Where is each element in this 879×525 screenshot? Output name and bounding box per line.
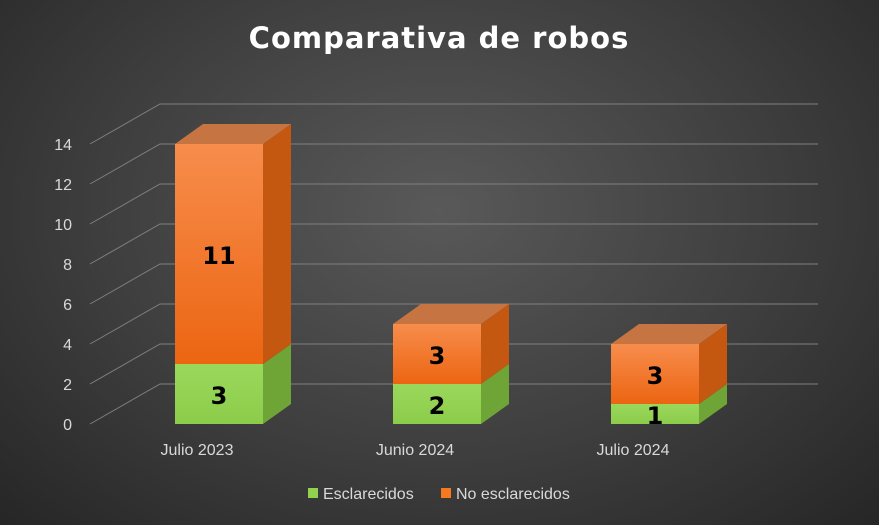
bar-front-face <box>393 384 481 424</box>
gridlines <box>89 103 818 425</box>
bar-side-face <box>263 124 291 364</box>
legend-label-esclarecidos: Esclarecidos <box>323 486 414 503</box>
gridline <box>89 223 818 265</box>
gridline <box>89 183 818 225</box>
x-axis-labels: Julio 2023 Junio 2024 Julio 2024 <box>161 442 670 459</box>
x-tick-label: Julio 2023 <box>161 442 234 459</box>
bar-no-esclarecidos-1: 3 <box>393 304 509 384</box>
bar-esclarecidos-1: 2 <box>393 364 509 424</box>
gridline <box>89 263 818 305</box>
bar-top-face <box>611 324 727 344</box>
bar-esclarecidos-0: 3 <box>175 344 291 424</box>
y-tick-label: 14 <box>54 137 72 154</box>
gridline <box>89 103 818 145</box>
bar-front-face <box>611 404 699 424</box>
gridline <box>89 143 818 185</box>
y-tick-label: 2 <box>63 377 72 394</box>
bar-side-face <box>481 304 509 384</box>
data-label: 11 <box>202 242 235 270</box>
gridline <box>89 383 818 425</box>
y-tick-label: 10 <box>54 217 72 234</box>
y-tick-label: 12 <box>54 177 72 194</box>
x-tick-label: Julio 2024 <box>597 442 670 459</box>
y-tick-label: 4 <box>63 337 72 354</box>
bar-top-face <box>175 124 291 144</box>
y-tick-label: 8 <box>63 257 72 274</box>
bar-top-face <box>393 304 509 324</box>
data-label: 2 <box>429 392 446 420</box>
bar-esclarecidos-2: 1 <box>611 384 727 430</box>
bar-no-esclarecidos-2: 3 <box>611 324 727 404</box>
chart-title: Comparativa de robos <box>249 21 630 55</box>
bar-no-esclarecidos-0: 11 <box>175 124 291 364</box>
data-label: 3 <box>429 342 446 370</box>
gridline <box>89 303 818 345</box>
bar-front-face <box>393 324 481 384</box>
data-label: 3 <box>211 382 228 410</box>
bar-front-face <box>175 364 263 424</box>
bar-side-face <box>699 384 727 424</box>
bar-side-face <box>263 344 291 424</box>
y-tick-label: 0 <box>63 417 72 434</box>
bar-front-face <box>611 344 699 404</box>
legend-swatch-esclarecidos <box>308 488 318 498</box>
data-label: 1 <box>647 402 664 430</box>
data-label: 3 <box>647 362 664 390</box>
y-tick-label: 6 <box>63 297 72 314</box>
gridline <box>89 343 818 385</box>
bar-front-face <box>175 144 263 364</box>
legend-label-no-esclarecidos: No esclarecidos <box>456 486 570 503</box>
bars: 3 11 2 3 1 3 <box>175 124 727 430</box>
x-tick-label: Junio 2024 <box>376 442 454 459</box>
y-axis-ticks: 0 2 4 6 8 10 12 14 <box>54 137 72 434</box>
bar-side-face <box>699 324 727 404</box>
legend: Esclarecidos No esclarecidos <box>308 486 570 503</box>
legend-swatch-no-esclarecidos <box>441 488 451 498</box>
